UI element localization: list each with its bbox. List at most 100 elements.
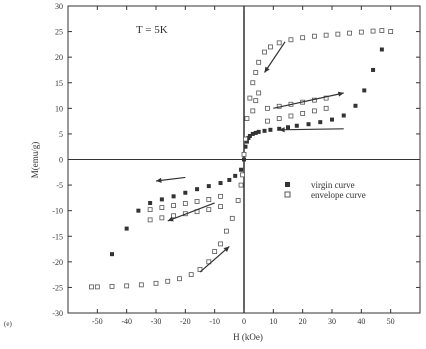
data-point-series-3 [147, 217, 153, 223]
legend-marker-envelope [284, 191, 291, 198]
data-point-series-1 [177, 276, 182, 282]
data-point-series-1 [256, 59, 262, 65]
data-point-series-1 [267, 44, 273, 50]
data-point-series-0 [247, 133, 252, 138]
arrow-shaft [279, 128, 344, 131]
data-point-series-1 [229, 215, 235, 221]
arrow-shaft [167, 202, 215, 222]
data-point-series-3 [182, 201, 188, 206]
data-point-series-0 [286, 125, 290, 130]
data-point-series-3 [159, 205, 165, 210]
x-tick-label: -20 [180, 317, 191, 326]
data-point-series-3 [218, 204, 223, 209]
data-point-series-3 [323, 95, 329, 101]
data-point-series-0 [250, 131, 255, 136]
data-point-series-1 [250, 80, 256, 86]
y-tick-label: -20 [52, 258, 63, 267]
legend-label-envelope: envelope curve [311, 190, 366, 200]
data-point-series-0 [318, 120, 323, 125]
arrow-head [167, 216, 174, 222]
arrow-head [156, 177, 162, 183]
data-point-series-3 [206, 207, 212, 213]
data-point-series-3 [265, 105, 270, 111]
data-point-series-2 [110, 252, 114, 257]
x-tick-label: -10 [209, 317, 220, 326]
data-point-series-2 [233, 173, 238, 178]
data-point-series-3 [265, 118, 270, 124]
data-point-series-0 [243, 144, 248, 149]
data-point-series-3 [171, 213, 177, 219]
data-point-series-1 [311, 33, 317, 39]
arrow-head [264, 66, 270, 73]
temperature-annotation: T = 5K [136, 24, 168, 36]
data-point-series-0 [379, 47, 384, 52]
legend-marker-virgin [285, 182, 290, 187]
data-point-series-0 [256, 129, 261, 134]
data-point-series-1 [238, 182, 244, 188]
y-tick-label: 15 [55, 79, 63, 88]
data-point-series-2 [195, 187, 200, 192]
data-point-series-3 [218, 193, 223, 199]
data-point-series-1 [94, 284, 100, 290]
data-point-series-3 [323, 105, 329, 111]
data-point-series-0 [353, 103, 358, 108]
y-tick-label: 10 [55, 104, 63, 113]
legend: virgin curve envelope curve [284, 180, 366, 200]
data-point-series-1 [347, 30, 353, 36]
y-tick-label: 25 [55, 28, 63, 37]
y-tick-label: -30 [52, 309, 63, 318]
data-point-series-2 [171, 194, 176, 199]
data-point-series-0 [371, 67, 376, 72]
data-point-series-3 [206, 197, 212, 202]
y-axis-label: M(emu/g) [30, 142, 40, 179]
data-point-series-0 [244, 139, 249, 144]
y-tick-label: 0 [59, 156, 63, 165]
data-point-series-0 [268, 127, 273, 132]
data-series [89, 28, 394, 290]
data-point-series-3 [147, 207, 153, 213]
data-point-series-3 [250, 108, 256, 114]
data-point-series-2 [227, 177, 232, 182]
data-point-series-1 [262, 49, 267, 55]
data-point-series-3 [194, 199, 200, 204]
data-point-series-1 [253, 70, 259, 75]
data-point-series-1 [300, 35, 306, 41]
data-point-series-1 [358, 29, 364, 35]
y-tick-label: -5 [56, 181, 63, 190]
data-point-series-0 [294, 123, 299, 128]
data-point-series-1 [138, 282, 144, 288]
y-tick-label: -10 [52, 207, 63, 216]
data-point-series-1 [335, 31, 341, 37]
data-point-series-3 [253, 98, 259, 104]
data-point-series-2 [148, 200, 153, 205]
data-point-series-1 [124, 283, 130, 289]
data-point-series-1 [235, 198, 241, 203]
y-tick-label: 5 [59, 130, 63, 139]
data-point-series-1 [241, 151, 247, 157]
y-tick-label: -15 [52, 232, 63, 241]
arrow-shaft [273, 92, 344, 109]
data-point-series-0 [253, 130, 258, 135]
x-tick-label: 30 [328, 317, 336, 326]
data-point-series-1 [165, 278, 171, 284]
y-tick-label: 30 [55, 2, 63, 11]
y-tick-label: -25 [52, 283, 63, 292]
x-tick-label: -30 [151, 317, 162, 326]
axis-ticks: -50 -40 -30 -20 -10 0 10 20 30 40 50-30-25-20-15-1… [52, 2, 420, 326]
data-point-series-0 [277, 126, 282, 131]
panel-label: (e) [4, 320, 12, 328]
x-tick-label: -50 [92, 317, 103, 326]
data-point-series-1 [243, 136, 248, 142]
x-tick-label: 40 [357, 317, 365, 326]
data-point-series-3 [288, 113, 294, 119]
data-point-series-3 [300, 111, 306, 116]
data-point-series-1 [388, 29, 394, 34]
x-tick-label: -40 [121, 317, 132, 326]
data-point-series-1 [323, 32, 329, 38]
data-point-series-1 [223, 228, 229, 234]
data-point-series-3 [159, 215, 165, 221]
data-point-series-1 [276, 40, 282, 46]
data-point-series-2 [206, 184, 211, 189]
data-point-series-2 [183, 190, 188, 195]
arrow-shaft [199, 246, 230, 273]
